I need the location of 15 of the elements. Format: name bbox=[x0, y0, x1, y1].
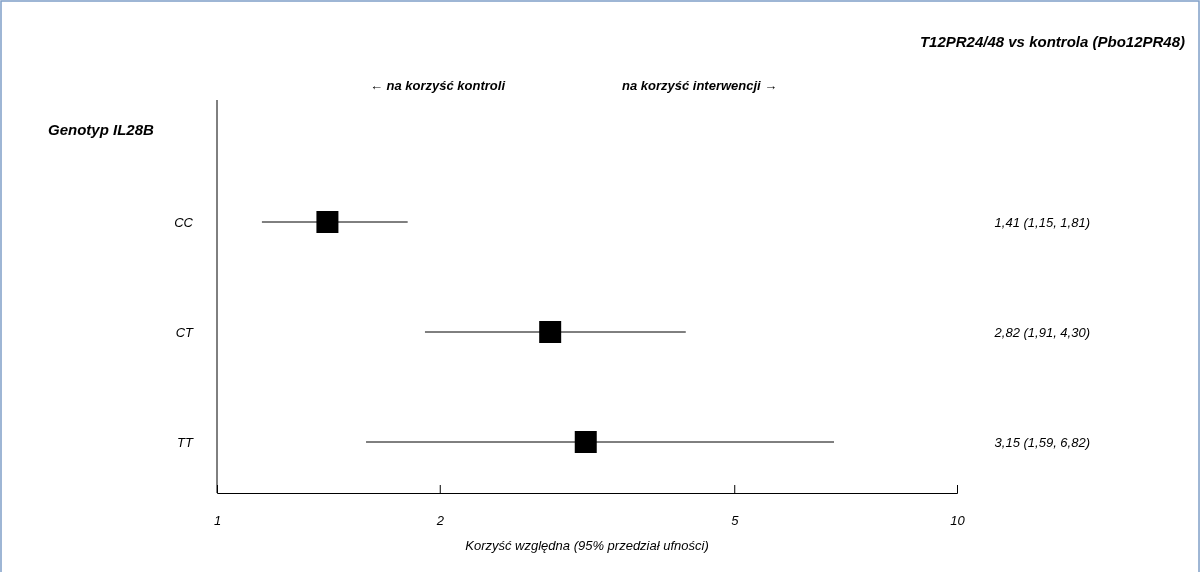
x-tick-label: 1 bbox=[213, 512, 222, 528]
y-tick-label: TT bbox=[177, 434, 195, 450]
data-label: 2,82 (1,91, 4,30) bbox=[993, 324, 1090, 340]
x-tick-label: 2 bbox=[435, 512, 445, 528]
text: na korzyść interwencji → bbox=[622, 78, 778, 93]
x-tick-label: 5 bbox=[731, 512, 740, 528]
y-tick-label: CC bbox=[174, 214, 194, 230]
y-axis-title: Genotyp IL28B bbox=[48, 121, 155, 138]
data-label: 1,41 (1,15, 1,81) bbox=[994, 214, 1090, 230]
x-axis-title: Korzyść względna (95% przedział ufności) bbox=[465, 538, 709, 553]
text: ← na korzyść kontroli bbox=[369, 78, 506, 93]
data-label: 3,15 (1,59, 6,82) bbox=[994, 434, 1090, 450]
text: T12PR24/48 vs kontrola (Pbo12PR48) bbox=[919, 33, 1185, 50]
y-tick-label: CT bbox=[175, 324, 195, 340]
x-tick-label: 10 bbox=[950, 512, 966, 528]
